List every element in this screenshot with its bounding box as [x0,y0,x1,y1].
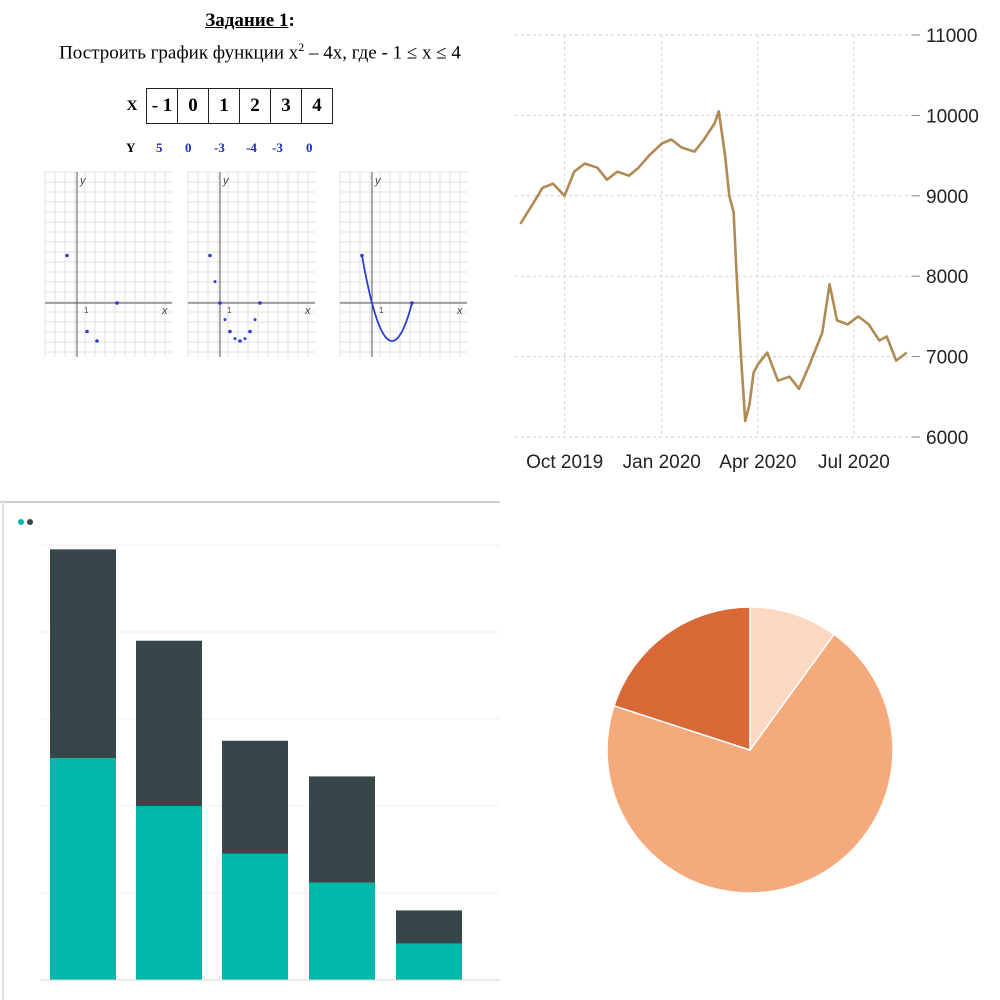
x-tick-label: Jul 2020 [818,452,890,473]
bar-segment [309,776,375,883]
task-statement: Построить график функции x2 – 4x, где - … [59,40,461,64]
pie-slice [749,606,836,753]
data-point [65,253,69,258]
pie-slice [606,633,894,894]
bar-segment [50,549,116,759]
x-values-table: X - 1 0 1 2 3 4 [118,88,333,124]
x-axis-label: x [161,305,168,317]
data-point [218,301,222,305]
data-point [115,301,119,305]
y-value: -4 [246,140,257,155]
data-point [253,318,257,322]
y-value: -3 [214,140,225,155]
y-value: -3 [272,140,283,155]
x-axis-label: x [304,305,311,317]
data-point [233,337,237,341]
x-cell: 1 [208,88,240,124]
tick-label: 1 [227,306,232,315]
line-chart-panel: 11000 10000 9000 8000 7000 6000 Oct 2019 Jan 20… [500,0,1000,500]
x-tick-label: Oct 2019 [526,452,603,473]
bar-segment [50,758,116,980]
x-cell: 4 [301,88,333,124]
bar-segment [396,943,462,980]
data-point [85,329,89,334]
data-point [223,318,227,322]
y-value: 5 [156,140,163,155]
y-tick-label: 11000 [926,26,977,47]
tick-label: 1 [84,306,89,315]
line-chart: 11000 10000 9000 8000 7000 6000 Oct 2019 Jan 20… [515,26,979,473]
data-point [258,301,262,305]
parabola-curve [361,255,413,342]
x-tick-label: Jan 2020 [623,452,701,473]
data-point [238,339,242,343]
y-tick-label: 6000 [926,428,968,449]
bar-segment [136,640,202,806]
data-point [228,329,232,334]
price-line [519,110,908,423]
bar-segment [396,910,462,944]
data-point [208,253,212,258]
y-tick-label: 10000 [926,106,979,127]
x-cell: 3 [270,88,302,124]
bar-segment [222,740,288,854]
bar-segment [309,882,375,980]
y-tick-label: 9000 [926,187,968,208]
data-point [248,329,252,334]
bar-chart-panel [0,500,500,1000]
pie-chart-panel [500,500,1000,1000]
data-point [213,280,217,284]
math-task-panel: Задание 1: Построить график функции x2 –… [0,0,500,500]
y-value: 0 [306,140,313,155]
bar-segment [222,853,288,980]
x-cell: 0 [177,88,209,124]
pie-slice [613,606,751,752]
x-cell: 2 [239,88,271,124]
small-plots: x y 1 x y 1 x y 1 [44,171,467,357]
small-plot: x y 1 [44,171,172,357]
y-axis-label: y [374,175,382,187]
small-plot: x y 1 [339,171,467,357]
task-title: Задание 1: [205,10,295,31]
legend-marker [18,519,24,525]
y-row-label: Y [126,140,136,155]
bar-segment [136,806,202,980]
y-value: 0 [185,140,192,155]
legend-marker [27,519,33,525]
y-axis-label: y [222,175,230,187]
pie-chart [606,606,894,894]
y-axis-label: y [79,175,87,187]
x-row-label: X [126,97,138,114]
stacked-bar-chart [0,500,500,1000]
x-axis-label: x [456,305,463,317]
tick-label: 1 [379,306,384,315]
y-tick-label: 7000 [926,348,968,369]
x-cell: - 1 [146,88,178,124]
x-tick-label: Apr 2020 [719,452,796,473]
data-point [243,337,247,341]
data-point [95,339,99,343]
small-plot: x y 1 [187,171,315,357]
y-tick-label: 8000 [926,267,968,288]
